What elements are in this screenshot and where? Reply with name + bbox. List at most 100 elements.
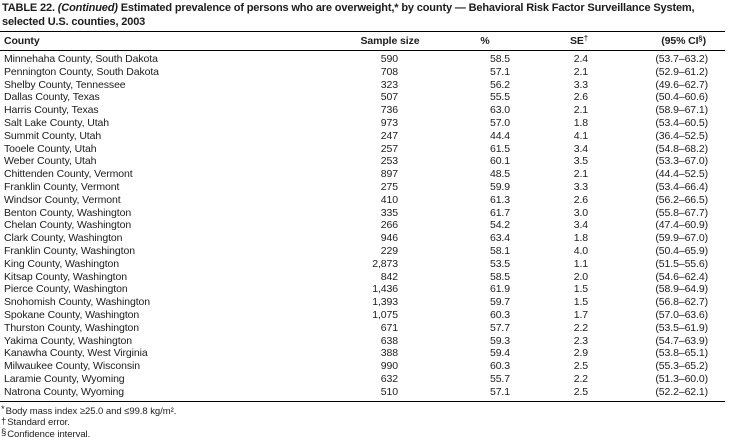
pct-cell: 58.1 xyxy=(489,244,510,257)
sample-cell: 266 xyxy=(380,219,398,232)
se-cell: 2.1 xyxy=(573,65,588,78)
ci-cell: (56.2–66.5) xyxy=(655,193,708,206)
table-row: Tooele County, Utah 257 61.5 3.4 (54.8–68.2) xyxy=(0,143,725,156)
pct-cell: 55.5 xyxy=(489,91,510,104)
table-row: Chittenden County, Vermont 897 48.5 2.1 (44.… xyxy=(0,168,725,181)
se-cell: 2.5 xyxy=(573,360,588,373)
county-cell: Kanawha County, West Virginia xyxy=(4,347,148,360)
county-cell: King County, Washington xyxy=(4,257,120,270)
pct-cell: 61.7 xyxy=(489,206,510,219)
col-header-se: SE† xyxy=(516,31,592,51)
county-cell: Benton County, Washington xyxy=(4,206,132,219)
county-cell: Summit County, Utah xyxy=(4,129,102,142)
ci-cell: (53.4–66.4) xyxy=(655,180,708,193)
ci-cell: (53.4–60.5) xyxy=(655,116,708,129)
pct-cell: 59.7 xyxy=(489,296,510,309)
table-row: Franklin County, Vermont 275 59.9 3.3 (53.4–… xyxy=(0,181,725,194)
county-cell: Snohomish County, Washington xyxy=(4,296,151,309)
table-number: TABLE 22. xyxy=(2,2,55,14)
footnote-standard-error: †Standard error. xyxy=(1,416,734,429)
pct-cell: 60.3 xyxy=(489,308,510,321)
county-cell: Dallas County, Texas xyxy=(4,91,100,104)
pct-cell: 57.0 xyxy=(489,116,510,129)
table-row: Milwaukee County, Wisconsin 990 60.3 2.5 (55… xyxy=(0,360,725,373)
table-row: Windsor County, Vermont 410 61.3 2.6 (56.2–6… xyxy=(0,194,725,207)
pct-cell: 55.7 xyxy=(489,372,510,385)
sample-cell: 388 xyxy=(380,347,398,360)
se-cell: 1.7 xyxy=(573,308,588,321)
title-text: Estimated prevalence of persons who are … xyxy=(2,2,695,28)
col-header-ci: (95% CI§) xyxy=(592,31,725,51)
ci-cell: (56.8–62.7) xyxy=(655,296,708,309)
pct-cell: 48.5 xyxy=(489,168,510,181)
county-cell: Franklin County, Vermont xyxy=(4,180,120,193)
sample-cell: 638 xyxy=(380,334,398,347)
pct-cell: 60.3 xyxy=(489,360,510,373)
county-cell: Thurston County, Washington xyxy=(4,321,140,334)
pct-cell: 58.5 xyxy=(489,53,510,65)
ci-cell: (54.8–68.2) xyxy=(655,142,708,155)
sample-cell: 671 xyxy=(380,321,398,334)
sample-cell: 247 xyxy=(380,129,398,142)
ci-cell: (52.2–62.1) xyxy=(592,385,725,402)
sample-cell: 335 xyxy=(380,206,398,219)
ci-cell: (57.0–63.6) xyxy=(655,308,708,321)
ci-cell: (52.9–61.2) xyxy=(655,65,708,78)
ci-cell: (53.7–63.2) xyxy=(655,53,708,65)
pct-cell: 57.1 xyxy=(489,65,510,78)
footnote-text: Body mass index ≥25.0 and ≤99.8 kg/m². xyxy=(5,405,177,417)
county-cell: Pierce County, Washington xyxy=(4,283,128,296)
sample-cell: 1,436 xyxy=(372,283,398,296)
se-cell: 4.0 xyxy=(573,244,588,257)
dagger-symbol: † xyxy=(583,33,588,43)
table-body: Minnehaha County, South Dakota 590 58.5 2.4… xyxy=(0,51,725,402)
sample-cell: 275 xyxy=(380,180,398,193)
pct-cell: 61.5 xyxy=(489,142,510,155)
pct-cell: 54.2 xyxy=(489,219,510,232)
county-cell: Tooele County, Utah xyxy=(4,142,97,155)
table-row: Dallas County, Texas 507 55.5 2.6 (50.4–60.6… xyxy=(0,91,725,104)
county-cell: Chittenden County, Vermont xyxy=(4,168,133,181)
county-cell: Shelby County, Tennessee xyxy=(4,78,126,91)
ci-close-paren: ) xyxy=(702,35,707,47)
table-row: Chelan County, Washington 266 54.2 3.4 (47.4… xyxy=(0,219,725,232)
county-cell: Harris County, Texas xyxy=(4,104,99,117)
footnote-bmi: *Body mass index ≥25.0 and ≤99.8 kg/m². xyxy=(1,404,734,418)
table-row: Pierce County, Washington 1,436 61.9 1.5 (58… xyxy=(0,283,725,296)
table-row: Benton County, Washington 335 61.7 3.0 (55.8… xyxy=(0,207,725,220)
se-cell: 1.8 xyxy=(573,232,588,245)
ci-cell: (53.5–61.9) xyxy=(655,321,708,334)
sample-cell: 990 xyxy=(380,360,398,373)
sample-cell: 946 xyxy=(380,232,398,245)
sample-cell: 973 xyxy=(380,116,398,129)
se-label: SE xyxy=(570,35,584,47)
county-cell: Weber County, Utah xyxy=(4,155,97,168)
table-row: Natrona County, Wyoming 510 57.1 2.5 (52.2–6… xyxy=(0,385,725,402)
col-header-sample-size: Sample size xyxy=(336,31,424,51)
ci-cell: (53.8–65.1) xyxy=(655,347,708,360)
pct-cell: 61.9 xyxy=(489,283,510,296)
sample-cell: 1,393 xyxy=(372,296,398,309)
sample-cell: 229 xyxy=(380,244,398,257)
se-cell: 3.4 xyxy=(573,219,588,232)
table-header: County Sample size % SE† (95% CI§) xyxy=(0,31,725,51)
footnote-text: Standard error. xyxy=(7,417,70,429)
table-row: Franklin County, Washington 229 58.1 4.0 (50… xyxy=(0,245,725,258)
county-cell: Chelan County, Washington xyxy=(4,219,132,232)
se-cell: 2.6 xyxy=(573,91,588,104)
se-cell: 1.5 xyxy=(573,296,588,309)
sample-cell: 510 xyxy=(336,385,424,402)
table-row: Clark County, Washington 946 63.4 1.8 (59.9–… xyxy=(0,232,725,245)
sample-cell: 410 xyxy=(380,193,398,206)
se-cell: 1.8 xyxy=(573,116,588,129)
sample-cell: 897 xyxy=(380,168,398,181)
table-row: Salt Lake County, Utah 973 57.0 1.8 (53.4–60… xyxy=(0,117,725,130)
table-row: Minnehaha County, South Dakota 590 58.5 2.4… xyxy=(0,51,725,66)
se-cell: 3.0 xyxy=(573,206,588,219)
county-cell: Kitsap County, Washington xyxy=(4,270,127,283)
ci-cell: (51.3–60.0) xyxy=(655,372,708,385)
ci-cell: (54.7–63.9) xyxy=(655,334,708,347)
ci-cell: (50.4–60.6) xyxy=(655,91,708,104)
se-cell: 2.1 xyxy=(573,104,588,117)
